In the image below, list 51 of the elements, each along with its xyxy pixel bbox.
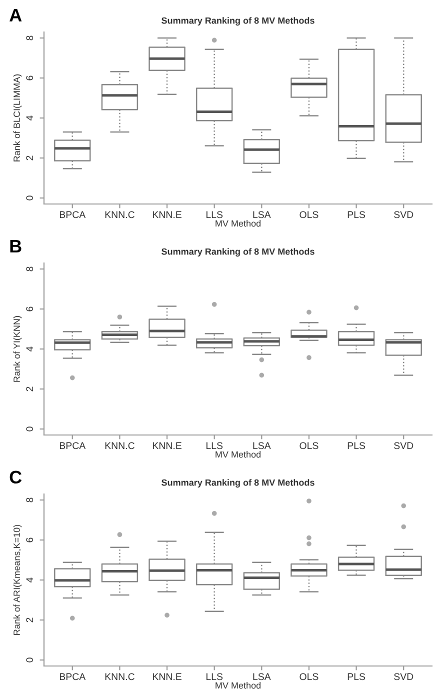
x-tick-label: KNN.C: [105, 673, 134, 680]
x-tick-label: OLS: [300, 211, 318, 218]
chart-title: Summary Ranking of 8 MV Methods: [162, 17, 314, 26]
x-tick-label: LLS: [206, 442, 223, 450]
x-tick-label: KNN.C: [105, 211, 134, 218]
x-tick-label: OLS: [300, 673, 318, 680]
y-tick-label: 6: [26, 76, 34, 80]
text: C: [10, 470, 22, 484]
x-tick-label: KNN.E: [152, 211, 182, 218]
y-axis-title: Rank of YI(KNN): [13, 316, 22, 382]
x-tick-label: PLS: [348, 673, 366, 680]
y-tick-label: 2: [26, 156, 33, 160]
x-tick-label: PLS: [348, 442, 366, 450]
x-axis-title: MV Method: [216, 220, 260, 227]
y-tick-label: 0: [26, 196, 34, 200]
chart-title: Summary Ranking of 8 MV Methods: [162, 248, 314, 257]
x-tick-label: BPCA: [60, 442, 86, 450]
x-tick-label: LSA: [253, 442, 271, 450]
x-tick-label: SVD: [394, 211, 414, 218]
text: B: [10, 240, 22, 252]
y-tick-label: 2: [26, 386, 33, 392]
x-tick-label: SVD: [394, 442, 414, 450]
x-tick-label: LLS: [206, 673, 223, 680]
y-tick-label: 0: [26, 658, 34, 662]
x-tick-label: BPCA: [60, 673, 86, 680]
x-tick-label: KNN.E: [152, 673, 182, 680]
x-tick-label: SVD: [394, 673, 414, 680]
x-tick-label: PLS: [348, 211, 366, 218]
y-axis-title: Rank of BLCI(LIMMA): [13, 74, 22, 162]
y-tick-label: 8: [26, 266, 34, 272]
x-tick-label: LLS: [206, 211, 223, 218]
y-tick-label: 6: [26, 538, 34, 542]
y-axis-title: Rank of ARI(Kmeans,K=10): [13, 524, 22, 635]
x-tick-label: BPCA: [60, 211, 86, 218]
y-tick-label: 2: [26, 618, 33, 622]
x-axis-title: MV Method: [216, 451, 260, 458]
y-tick-label: 8: [26, 36, 34, 40]
chart-title: Summary Ranking of 8 MV Methods: [162, 479, 314, 488]
x-tick-label: OLS: [300, 442, 318, 450]
x-tick-label: KNN.C: [105, 442, 134, 450]
y-tick-label: 4: [26, 578, 33, 582]
x-tick-label: LSA: [253, 211, 271, 218]
x-tick-label: LSA: [253, 673, 271, 680]
x-axis-title: MV Method: [216, 682, 260, 689]
text: A: [10, 8, 22, 22]
y-tick-label: 4: [26, 116, 33, 120]
x-tick-label: KNN.E: [152, 442, 182, 449]
y-tick-label: 8: [26, 498, 34, 502]
y-tick-label: 6: [26, 306, 34, 312]
y-tick-label: 4: [26, 346, 33, 352]
y-tick-label: 0: [26, 426, 34, 432]
